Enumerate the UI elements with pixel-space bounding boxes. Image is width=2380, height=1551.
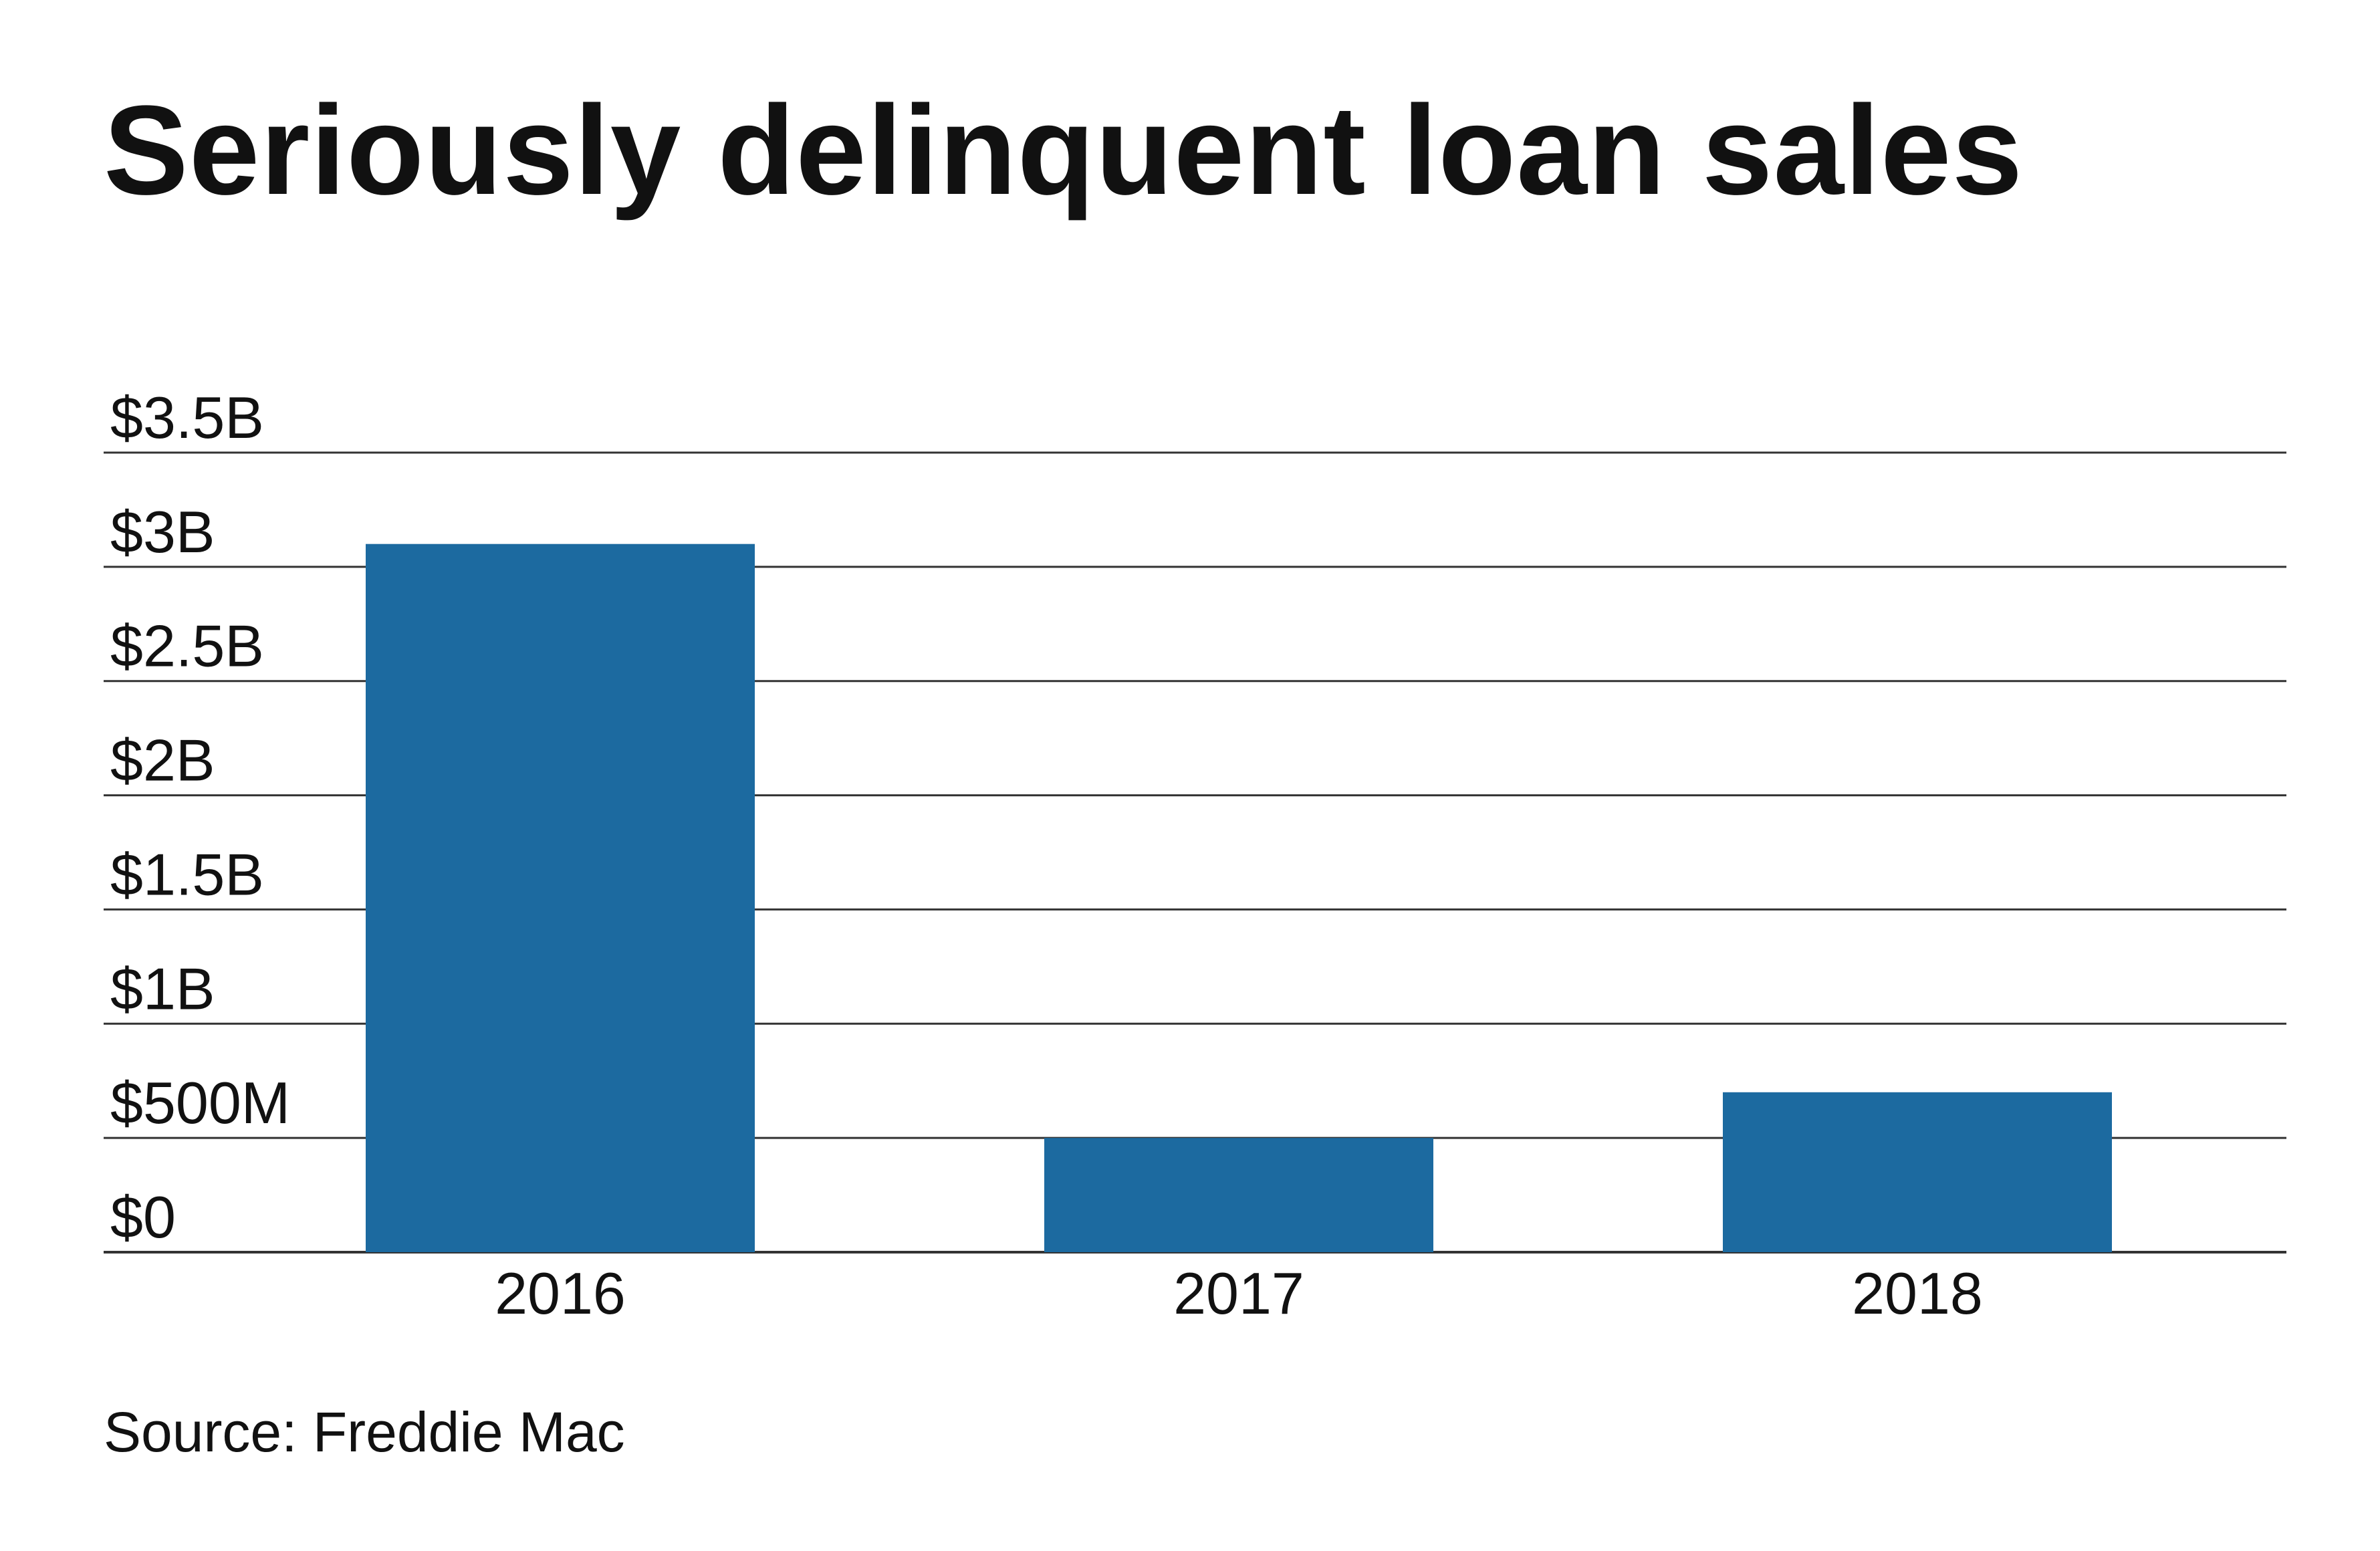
- bar-2016: [366, 544, 755, 1252]
- x-axis-tick-labels: 2016 2017 2018: [495, 1260, 1983, 1326]
- y-tick-label: $3B: [110, 499, 215, 565]
- bar-2018: [1723, 1092, 2112, 1252]
- y-tick-label: $2.5B: [110, 613, 264, 679]
- bars: [366, 544, 2112, 1252]
- y-tick-label: $3.5B: [110, 384, 264, 451]
- y-axis-tick-labels: $0 $500M $1B $1.5B $2B $2.5B $3B $3.5B: [110, 384, 290, 1250]
- y-tick-label: $500M: [110, 1070, 290, 1136]
- x-tick-label-2016: 2016: [495, 1260, 626, 1326]
- chart-title: Seriously delinquent loan sales: [104, 80, 2024, 221]
- source-note: Source: Freddie Mac: [104, 1401, 625, 1463]
- y-tick-label: $1B: [110, 955, 215, 1022]
- y-tick-label: $0: [110, 1184, 176, 1250]
- bar-2017: [1044, 1138, 1433, 1252]
- x-tick-label-2017: 2017: [1173, 1260, 1304, 1326]
- y-tick-label: $1.5B: [110, 841, 264, 907]
- x-tick-label-2018: 2018: [1852, 1260, 1983, 1326]
- y-tick-label: $2B: [110, 727, 215, 794]
